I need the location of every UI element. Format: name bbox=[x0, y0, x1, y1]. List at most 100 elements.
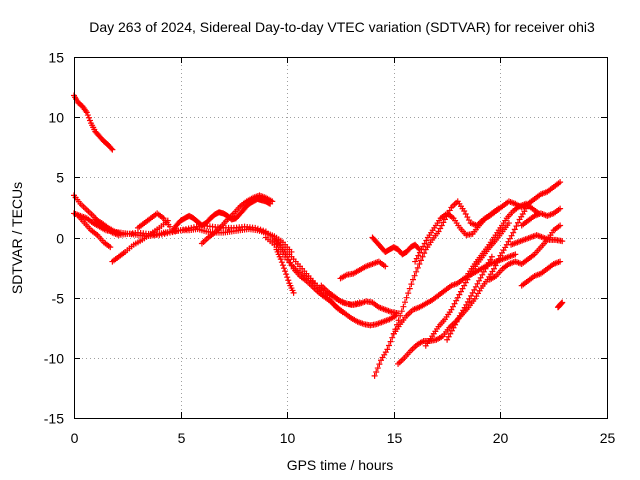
data-point bbox=[371, 372, 378, 379]
data-point bbox=[413, 268, 420, 275]
data-point bbox=[464, 298, 471, 305]
data-point bbox=[398, 308, 405, 315]
data-point bbox=[420, 243, 427, 250]
data-point bbox=[435, 228, 442, 235]
data-point bbox=[416, 249, 423, 256]
data-point bbox=[285, 277, 292, 284]
data-point bbox=[117, 230, 124, 237]
data-point bbox=[421, 240, 428, 247]
data-point bbox=[457, 288, 464, 295]
series-arc-09 bbox=[198, 192, 276, 247]
y-tick-label: -15 bbox=[44, 411, 64, 427]
data-point bbox=[282, 268, 289, 275]
y-tick-label: -5 bbox=[52, 291, 65, 307]
data-point bbox=[382, 263, 389, 270]
data-point bbox=[474, 280, 481, 287]
data-point bbox=[288, 262, 295, 269]
data-point bbox=[485, 259, 492, 266]
data-point bbox=[453, 318, 460, 325]
data-point bbox=[84, 112, 91, 119]
data-point bbox=[421, 250, 428, 257]
data-point bbox=[108, 145, 115, 152]
data-point bbox=[557, 222, 564, 229]
data-point bbox=[456, 291, 463, 298]
data-point bbox=[109, 146, 116, 153]
data-point bbox=[514, 219, 521, 226]
series-arc-07 bbox=[134, 210, 173, 231]
data-point bbox=[414, 264, 421, 271]
data-point bbox=[463, 301, 470, 308]
data-point bbox=[416, 260, 423, 267]
data-point bbox=[466, 295, 473, 302]
grid-lines bbox=[74, 57, 607, 418]
data-point bbox=[166, 223, 173, 230]
data-point bbox=[487, 256, 494, 263]
data-point bbox=[376, 361, 383, 368]
data-point bbox=[401, 299, 408, 306]
data-point bbox=[468, 292, 475, 299]
x-tick-label: 5 bbox=[178, 430, 186, 446]
y-tick-label: -10 bbox=[44, 351, 64, 367]
y-tick-label: 15 bbox=[48, 50, 64, 66]
data-point bbox=[86, 117, 93, 124]
series-arc-21 bbox=[422, 220, 512, 349]
data-point bbox=[445, 333, 452, 340]
data-point bbox=[85, 114, 92, 121]
data-point bbox=[459, 285, 466, 292]
data-point bbox=[419, 253, 426, 260]
data-point bbox=[413, 255, 420, 262]
x-tick-label: 20 bbox=[493, 430, 509, 446]
data-point bbox=[285, 256, 292, 263]
y-tick-labels: -15 -10 -5 0 5 10 15 bbox=[44, 50, 64, 427]
y-axis-label: SDTVAR / TECUs bbox=[9, 182, 25, 294]
series-arc-25 bbox=[508, 232, 566, 248]
data-point bbox=[462, 279, 469, 286]
data-point bbox=[510, 229, 517, 236]
data-point bbox=[437, 225, 444, 232]
data-point bbox=[269, 198, 276, 205]
data-point bbox=[411, 272, 418, 279]
data-point bbox=[508, 232, 515, 239]
series-arc-15 bbox=[337, 258, 389, 282]
data-point bbox=[406, 285, 413, 292]
series-arc-28 bbox=[554, 299, 566, 311]
chart-title: Day 263 of 2024, Sidereal Day-to-day VTE… bbox=[89, 19, 595, 35]
data-point bbox=[397, 312, 404, 319]
data-point bbox=[438, 222, 445, 229]
data-point bbox=[476, 277, 483, 284]
x-tick-label: 15 bbox=[387, 430, 403, 446]
data-point bbox=[464, 276, 471, 283]
data-point bbox=[488, 253, 495, 260]
data-point bbox=[495, 205, 502, 212]
data-point bbox=[506, 235, 513, 242]
data-point bbox=[415, 252, 422, 259]
data-point bbox=[278, 259, 285, 266]
axis-ticks bbox=[74, 57, 608, 419]
data-point bbox=[374, 365, 381, 372]
x-tick-label: 10 bbox=[280, 430, 296, 446]
data-point bbox=[182, 226, 189, 233]
data-point bbox=[505, 220, 512, 227]
data-point bbox=[449, 303, 456, 310]
data-point bbox=[461, 282, 468, 289]
data-point bbox=[403, 294, 410, 301]
data-point bbox=[290, 289, 297, 296]
series-arc-01 bbox=[71, 92, 116, 153]
data-point bbox=[423, 237, 430, 244]
data-point bbox=[455, 315, 462, 322]
data-marks bbox=[71, 92, 566, 379]
x-tick-label: 25 bbox=[600, 430, 616, 446]
data-point bbox=[511, 226, 518, 233]
data-point bbox=[412, 258, 419, 265]
data-point bbox=[446, 207, 453, 214]
data-point bbox=[454, 294, 461, 301]
data-point bbox=[557, 258, 564, 265]
data-point bbox=[462, 211, 469, 218]
data-point bbox=[479, 271, 486, 278]
data-point bbox=[465, 217, 472, 224]
data-point bbox=[83, 109, 90, 116]
data-point bbox=[464, 214, 471, 221]
data-point bbox=[281, 265, 288, 272]
data-point bbox=[450, 324, 457, 331]
